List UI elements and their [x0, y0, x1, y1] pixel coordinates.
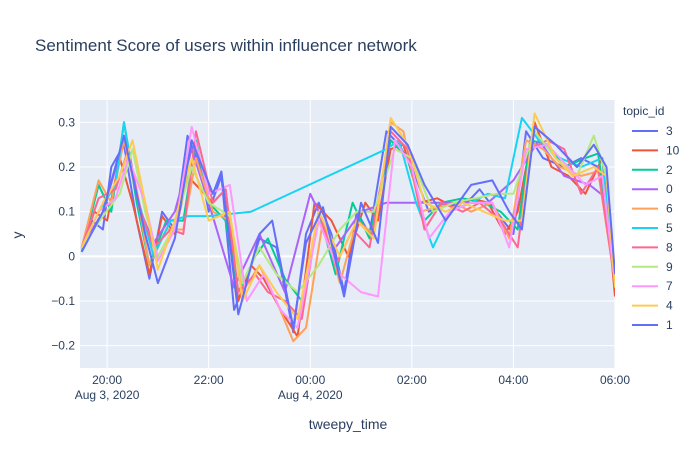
y-tick-label: −0.1 [51, 294, 75, 308]
series-line-topic-10 [80, 121, 615, 338]
legend-label: 10 [666, 143, 680, 157]
legend-item-topic-3[interactable]: 3 [632, 124, 673, 138]
series-line-topic-7 [80, 125, 615, 329]
series-line-topic-4 [80, 112, 615, 320]
legend-item-topic-0[interactable]: 0 [632, 182, 673, 196]
x-tick-label: 20:00 [92, 373, 122, 387]
x-axis-title: tweepy_time [309, 416, 388, 432]
x-tick-label: 02:00 [397, 373, 427, 387]
chart-title: Sentiment Score of users within influenc… [35, 36, 417, 55]
legend-item-topic-8[interactable]: 8 [632, 240, 673, 254]
x-tick-label: 04:00 [498, 373, 528, 387]
legend-item-topic-4[interactable]: 4 [632, 299, 673, 313]
legend-label: 4 [666, 299, 673, 313]
x-tick-label: 06:00 [600, 373, 630, 387]
y-axis-title: y [9, 232, 25, 239]
legend-label: 0 [666, 182, 673, 196]
legend-item-topic-5[interactable]: 5 [632, 221, 673, 235]
legend-label: 6 [666, 202, 673, 216]
legend-item-topic-10[interactable]: 10 [632, 143, 680, 157]
legend-label: 9 [666, 260, 673, 274]
y-tick-label: −0.2 [51, 339, 75, 353]
series-lines [80, 112, 615, 343]
legend-item-topic-2[interactable]: 2 [632, 163, 673, 177]
legend-label: 5 [666, 221, 673, 235]
x-tick-date-label: Aug 4, 2020 [278, 388, 343, 402]
legend-title: topic_id [623, 104, 664, 118]
legend-label: 2 [666, 163, 673, 177]
legend-item-topic-9[interactable]: 9 [632, 260, 673, 274]
legend-item-topic-7[interactable]: 7 [632, 279, 673, 293]
y-axis-ticks: −0.2 −0.1 0 0.1 0.2 0.3 [51, 115, 75, 352]
legend-label: 1 [666, 318, 673, 332]
y-tick-label: 0.3 [58, 115, 75, 129]
legend-label: 8 [666, 240, 673, 254]
x-tick-label: 22:00 [194, 373, 224, 387]
y-tick-label: 0.1 [58, 205, 75, 219]
series-line-topic-1 [80, 125, 615, 329]
legend-item-topic-6[interactable]: 6 [632, 202, 673, 216]
x-tick-label: 00:00 [295, 373, 325, 387]
x-tick-date-label: Aug 3, 2020 [75, 388, 140, 402]
legend-label: 7 [666, 279, 673, 293]
y-tick-label: 0 [68, 249, 75, 263]
legend: topic_id 3 10 2 0 6 5 8 9 7 4 1 [623, 104, 680, 332]
legend-item-topic-1[interactable]: 1 [632, 318, 673, 332]
legend-label: 3 [666, 124, 673, 138]
y-tick-label: 0.2 [58, 160, 75, 174]
